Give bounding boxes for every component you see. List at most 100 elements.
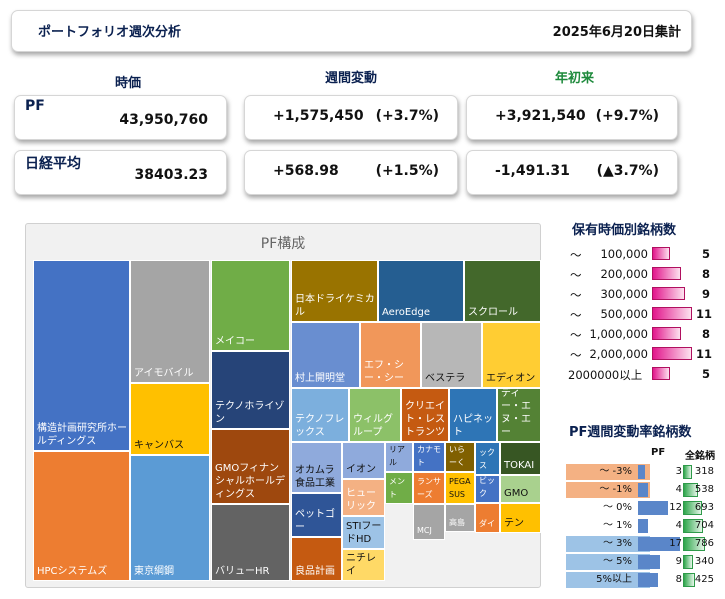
treemap-tile-label: オリックス: [479, 443, 495, 470]
treemap-tile[interactable]: イオン: [342, 442, 385, 479]
holdings-threshold: 1,000,000: [589, 327, 648, 341]
treemap-tile[interactable]: ヒューリック: [342, 479, 385, 516]
treemap-tile[interactable]: ハピネット: [449, 388, 497, 442]
pf-value-card: PF 43,950,760: [14, 95, 227, 140]
weekly-change-row: 5%以上 8 425: [566, 572, 714, 588]
nikkei-ytd-card: -1,491.31 (▲3.7%): [466, 150, 678, 195]
treemap-tile[interactable]: ベステラ: [421, 322, 482, 388]
treemap-tile[interactable]: PEGASUS: [445, 472, 475, 504]
nikkei-label: 日経平均: [25, 156, 81, 172]
holdings-threshold: 500,000: [600, 307, 648, 321]
treemap-tile[interactable]: クリエイト・レストランツ: [401, 388, 449, 442]
weekly-pf-bar: [638, 501, 668, 515]
treemap-tile[interactable]: 良品計画: [291, 537, 342, 581]
treemap-tile[interactable]: カナモト: [413, 442, 445, 472]
treemap-tile[interactable]: エフ・シー・シー: [360, 322, 421, 388]
treemap-tile[interactable]: オリックス: [475, 442, 500, 475]
treemap-tile-label: テクノホライゾン: [215, 401, 285, 425]
weekly-pf-bar: [638, 519, 648, 533]
treemap-tile-label: ランサーズ: [417, 477, 441, 499]
treemap-tile-label: アイモバイル: [134, 368, 194, 379]
treemap-tile-label: ジャパンマテリアル: [389, 445, 405, 467]
holdings-threshold: 300,000: [600, 287, 648, 301]
treemap-tile[interactable]: 高島: [445, 504, 475, 532]
holdings-row: 2000000以上 5: [566, 364, 716, 384]
treemap-tile[interactable]: 東京綱鋼: [130, 455, 210, 581]
report-date: 2025年6月20日集計: [552, 25, 681, 40]
treemap-title: PF構成: [260, 236, 306, 252]
treemap-tile[interactable]: テクノフレックス: [291, 388, 349, 442]
holdings-count: 11: [696, 307, 713, 321]
treemap-tile-label: テクノフレックス: [295, 414, 345, 438]
treemap-tile[interactable]: オカムラ食品工業: [291, 442, 342, 493]
nikkei-value-card: 日経平均 38403.23: [14, 150, 227, 195]
treemap-tile[interactable]: アイモバイル: [130, 260, 210, 383]
weekly-pf-bar: [638, 573, 658, 587]
treemap-tile-label: ディー・エヌ・エー: [501, 388, 531, 438]
nikkei-value: 38403.23: [134, 167, 208, 183]
portfolio-treemap-panel: PF構成 構造計画研究所ホールディングス HPCシステムズ アイモバイル キャンバス東…: [25, 223, 541, 588]
treemap-tile-label: STIフードHD: [346, 521, 382, 545]
treemap-tile[interactable]: 日本ドライケミカル: [291, 260, 378, 322]
treemap-tile[interactable]: キャンバス: [130, 383, 210, 455]
treemap-tile-label: イオン: [346, 464, 376, 475]
holdings-threshold: 2000000以上: [568, 368, 643, 382]
treemap-tile[interactable]: バリューHR: [211, 504, 290, 581]
treemap-tile[interactable]: 村上開明堂: [291, 322, 360, 388]
weekly-range-label: 5%以上: [596, 574, 632, 585]
nikkei-weekly-card: +568.98 (+1.5%): [244, 150, 458, 195]
treemap-tile-label: 構造計画研究所ホールディングス: [37, 423, 127, 447]
treemap-tile[interactable]: メイコー: [211, 260, 290, 351]
treemap-tile[interactable]: ビック: [475, 475, 500, 503]
holdings-bar: [652, 367, 670, 380]
treemap-tile[interactable]: ディー・エヌ・エー: [497, 388, 541, 442]
treemap-tile-label: GMOペイメント: [389, 477, 405, 499]
treemap-tile-label: エディオン: [486, 373, 536, 384]
treemap-tile[interactable]: テクノホライゾン: [211, 351, 290, 429]
treemap-tile-label: バリューHR: [215, 566, 270, 577]
treemap-tile[interactable]: すかいらーく: [445, 442, 475, 472]
treemap-tile[interactable]: ウィルグループ: [349, 388, 401, 442]
holdings-row: ～ 2,000,000 11: [566, 344, 716, 364]
treemap-tile-label: テン: [504, 518, 524, 529]
treemap-tile-label: 村上開明堂: [295, 373, 345, 384]
treemap-tile[interactable]: MCJ: [413, 504, 445, 540]
weekly-pf-bar: [638, 483, 648, 497]
weekly-all-bar: [683, 555, 693, 569]
treemap-tile[interactable]: ダイ: [475, 503, 500, 533]
holdings-prefix: ～: [570, 248, 582, 262]
treemap-tile[interactable]: ペットゴー: [291, 493, 342, 537]
treemap-tile-label: ハピネット: [453, 414, 493, 438]
treemap-tile[interactable]: HPCシステムズ: [33, 451, 130, 581]
weekly-all-bar: [683, 501, 702, 515]
treemap-tile[interactable]: GMOペイメント: [385, 472, 413, 504]
treemap-tile[interactable]: ランサーズ: [413, 472, 445, 504]
weekly-range-label: ～ 0%: [602, 502, 632, 513]
treemap-area: 構造計画研究所ホールディングス HPCシステムズ アイモバイル キャンバス東京綱鋼 メイ…: [26, 224, 541, 587]
treemap-tile[interactable]: ニチレイ: [342, 549, 385, 581]
treemap-tile-label: 良品計画: [295, 566, 335, 577]
treemap-tile[interactable]: STIフードHD: [342, 516, 385, 549]
treemap-tile[interactable]: GMO: [500, 475, 541, 503]
weekly-all-bar: [683, 519, 703, 533]
treemap-tile-label: スクロール: [468, 307, 518, 318]
treemap-tile[interactable]: ジャパンマテリアル: [385, 442, 413, 472]
treemap-tile-label: 日本ドライケミカル: [295, 294, 375, 318]
treemap-tile[interactable]: テン: [500, 503, 541, 533]
treemap-tile[interactable]: エディオン: [482, 322, 541, 388]
treemap-tile[interactable]: 構造計画研究所ホールディングス: [33, 260, 130, 451]
treemap-tile-label: キャンバス: [134, 440, 184, 451]
pf-ytd-abs: +3,921,540: [495, 108, 586, 124]
treemap-tile-label: GMO: [504, 488, 529, 499]
treemap-tile-label: TOKAI: [504, 460, 535, 471]
pf-value: 43,950,760: [119, 112, 208, 128]
weekly-change-title: PF週間変動率銘柄数: [569, 425, 692, 440]
treemap-tile[interactable]: TOKAI: [500, 442, 541, 475]
weekly-all-count: 538: [694, 484, 714, 495]
treemap-tile-label: ペットゴー: [295, 509, 335, 533]
treemap-tile[interactable]: AeroEdge: [378, 260, 464, 322]
treemap-tile[interactable]: GMOフィナンシャルホールディングス: [211, 429, 290, 504]
treemap-tile[interactable]: スクロール: [464, 260, 541, 322]
treemap-tile-label: 高島: [449, 518, 465, 527]
holdings-bar: [652, 347, 692, 360]
